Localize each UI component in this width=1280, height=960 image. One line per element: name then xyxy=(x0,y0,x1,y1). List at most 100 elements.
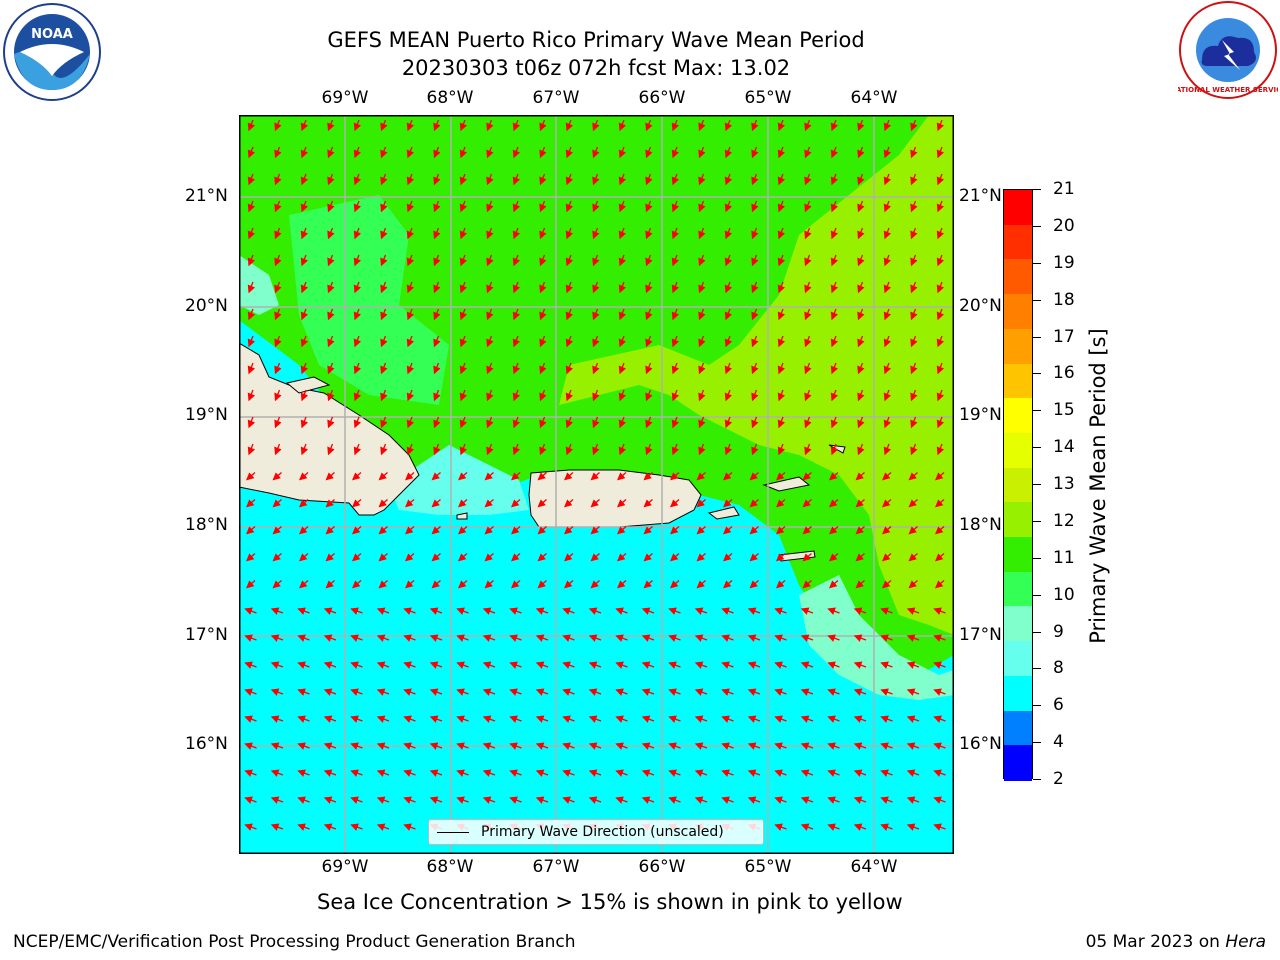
wave-arrow xyxy=(350,742,363,750)
colorbar-tick-mark xyxy=(1033,557,1041,559)
wave-arrow xyxy=(588,742,602,750)
wave-arrow xyxy=(535,796,549,804)
wave-arrow xyxy=(880,823,893,831)
wave-arrow xyxy=(747,634,761,642)
wave-arrow xyxy=(564,553,574,562)
wave-arrow xyxy=(247,146,256,159)
wave-arrow xyxy=(906,715,920,723)
colorbar xyxy=(1003,189,1033,781)
wave-arrow xyxy=(641,742,655,750)
wave-arrow xyxy=(880,607,893,615)
wave-arrow xyxy=(592,119,600,132)
wave-arrow xyxy=(458,526,468,535)
colorbar-tick-mark xyxy=(1033,299,1041,301)
wave-arrow xyxy=(327,227,335,240)
wave-arrow xyxy=(327,119,335,132)
wave-arrow xyxy=(433,227,441,240)
wave-arrow xyxy=(645,281,653,294)
wave-arrow xyxy=(405,553,415,562)
wave-arrow xyxy=(486,308,494,321)
wave-arrow xyxy=(827,742,840,750)
wave-arrow xyxy=(800,607,814,615)
wave-arrow xyxy=(565,119,574,132)
wave-arrow xyxy=(800,688,814,696)
wave-arrow xyxy=(380,119,388,132)
wave-arrow xyxy=(433,362,441,375)
wave-arrow xyxy=(565,335,574,348)
wave-arrow xyxy=(456,796,469,804)
wave-arrow xyxy=(592,389,600,402)
wave-arrow xyxy=(721,634,734,642)
wave-arrow xyxy=(721,715,734,723)
wave-arrow xyxy=(406,389,415,402)
colorbar-tick-label: 15 xyxy=(1053,400,1075,421)
colorbar-tick-mark xyxy=(1033,336,1041,338)
wave-arrow xyxy=(380,389,388,402)
wave-arrow xyxy=(353,308,362,321)
wave-arrow xyxy=(325,499,335,508)
wave-arrow xyxy=(694,634,708,642)
wave-arrow xyxy=(590,526,600,535)
colorbar-segment xyxy=(1004,432,1032,469)
wave-arrow xyxy=(749,499,759,508)
wave-arrow xyxy=(883,389,892,402)
wave-arrow xyxy=(403,796,416,804)
wave-arrow xyxy=(935,499,945,508)
wave-arrow xyxy=(721,607,734,615)
wave-arrow xyxy=(429,715,443,723)
wave-arrow xyxy=(698,146,706,159)
lon-label-top: 68°W xyxy=(426,88,474,108)
wave-arrow xyxy=(804,173,812,186)
wave-arrow xyxy=(353,146,362,159)
wave-arrow xyxy=(350,634,363,642)
wave-arrow xyxy=(509,796,522,804)
wave-arrow xyxy=(270,661,284,669)
wave-arrow xyxy=(830,416,839,429)
wave-arrow xyxy=(777,227,786,240)
wave-arrow xyxy=(274,389,282,402)
wave-arrow xyxy=(883,362,892,375)
wave-arrow xyxy=(615,688,628,696)
wave-arrow xyxy=(247,308,256,321)
wave-arrow xyxy=(645,362,653,375)
wave-arrow xyxy=(327,335,335,348)
wave-arrow xyxy=(645,308,653,321)
wave-arrow xyxy=(244,796,257,804)
wave-arrow xyxy=(724,281,733,294)
wave-arrow xyxy=(936,227,945,240)
wave-arrow xyxy=(482,688,496,696)
wave-arrow xyxy=(883,335,892,348)
nws-logo-text: NATIONAL WEATHER SERVICE xyxy=(1178,86,1278,94)
map-title: GEFS MEAN Puerto Rico Primary Wave Mean … xyxy=(327,28,865,52)
wave-arrow xyxy=(749,580,759,589)
colorbar-segment xyxy=(1004,606,1032,643)
wave-arrow xyxy=(645,227,653,240)
wave-arrow xyxy=(380,443,388,456)
wave-arrow xyxy=(350,607,363,615)
colorbar-segment xyxy=(1004,641,1032,677)
wave-arrow xyxy=(724,200,733,213)
wave-arrow xyxy=(857,254,865,267)
wave-arrow xyxy=(906,661,920,669)
wave-arrow xyxy=(857,443,865,456)
wave-arrow xyxy=(910,227,918,240)
wave-arrow xyxy=(671,227,680,240)
wave-arrow xyxy=(270,796,284,804)
wave-arrow xyxy=(406,227,415,240)
wave-arrow xyxy=(539,146,547,159)
wave-arrow xyxy=(299,580,309,589)
colorbar-tick-mark xyxy=(1033,668,1041,670)
wave-arrow xyxy=(696,472,706,481)
wave-arrow xyxy=(433,443,441,456)
wave-arrow xyxy=(509,634,522,642)
wave-arrow xyxy=(855,580,865,589)
wave-arrow xyxy=(906,823,920,831)
wave-arrow xyxy=(804,308,812,321)
wave-arrow xyxy=(804,389,812,402)
wave-arrow xyxy=(244,607,257,615)
wave-arrow xyxy=(482,661,496,669)
wave-arrow xyxy=(484,526,494,535)
wave-arrow xyxy=(910,200,918,213)
wave-arrow xyxy=(694,715,708,723)
wave-arrow xyxy=(774,823,787,831)
